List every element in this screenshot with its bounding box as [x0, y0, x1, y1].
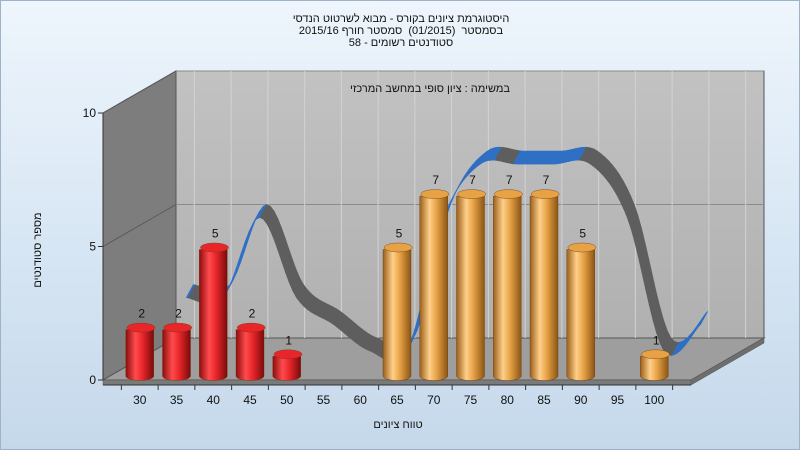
bar-cap	[200, 242, 229, 253]
bar-value-label: 2	[138, 307, 145, 321]
x-axis: 30 35 40 45 50 55 60 65 70 75 80 85 90 95 100	[103, 384, 691, 407]
bar	[456, 189, 486, 381]
bar-cap	[163, 322, 192, 333]
bar-body	[566, 249, 595, 381]
bar-cap	[384, 242, 413, 253]
bar	[419, 189, 450, 381]
x-tick-label: 100	[644, 393, 664, 407]
bar-body	[493, 195, 522, 381]
title-line: בסמסטר (01/2015) סמסטר חורף 2015/16	[298, 25, 504, 37]
x-tick-label: 40	[207, 393, 221, 407]
bar-body	[419, 195, 448, 381]
bar-value-label: 5	[396, 227, 403, 241]
bar-value-label: 2	[249, 307, 256, 321]
gridline-side	[102, 204, 177, 247]
x-tick-label: 35	[170, 393, 184, 407]
y-tick-label: 10	[83, 106, 97, 120]
bar-body	[162, 329, 191, 381]
bar-value-label: 7	[543, 173, 550, 187]
x-tick-label: 70	[427, 393, 441, 407]
x-tick-label: 90	[574, 393, 588, 407]
x-tick-label: 45	[243, 393, 257, 407]
x-tick-label: 30	[133, 393, 147, 407]
x-tick-label: 80	[501, 393, 515, 407]
bar-value-label: 1	[285, 333, 292, 347]
bar	[272, 349, 303, 381]
bar-body	[382, 249, 412, 381]
x-tick-label: 65	[390, 393, 404, 407]
bar-cap	[236, 322, 266, 333]
bar-cap	[531, 189, 560, 199]
bar-body	[199, 249, 228, 381]
bar-cap	[494, 189, 523, 199]
title-line: סטודנטים רשומים - 58	[348, 37, 454, 49]
bar-value-label: 7	[506, 173, 513, 187]
title-line: היסטוגרמת ציונים בקורס - מבוא לשרטוט הנד…	[292, 13, 510, 25]
bar-value-label: 2	[175, 307, 182, 321]
y-tick-label: 0	[89, 373, 96, 387]
bar	[199, 242, 229, 381]
bar-body	[235, 329, 265, 381]
trend-segment	[698, 311, 709, 327]
bar-cap	[126, 322, 156, 333]
bar-body	[529, 195, 559, 381]
bar	[382, 242, 413, 381]
bar	[529, 189, 560, 381]
plot-walls	[101, 70, 766, 386]
x-tick-label: 85	[537, 393, 551, 407]
bar-value-label: 7	[432, 173, 439, 187]
bar	[125, 322, 156, 381]
bar-cap	[567, 242, 597, 253]
chart-subtitle: במשימה : ציון סופי במחשב המרכזי	[350, 83, 510, 95]
data-labels: 2 2 5 2 1 5 7 7 7 7 5 1	[138, 173, 660, 347]
x-tick-label: 75	[464, 393, 478, 407]
bar-cap	[457, 189, 486, 199]
bar-value-label: 1	[653, 333, 660, 347]
gridline-side	[102, 70, 177, 114]
bars	[125, 189, 670, 381]
x-tick-label: 50	[280, 393, 294, 407]
bar-cap	[273, 349, 303, 359]
bar-value-label: 7	[469, 173, 476, 187]
x-tick-label: 60	[354, 393, 368, 407]
x-axis-label: טווח ציונים	[373, 419, 423, 431]
x-tick-label: 95	[611, 393, 625, 407]
y-axis: 0 5 10	[83, 106, 104, 387]
bar	[162, 322, 192, 381]
y-axis-label: מספר סטודנטים	[32, 212, 44, 288]
bar-value-label: 5	[212, 227, 219, 241]
bar-body	[125, 329, 154, 381]
bar	[640, 349, 670, 381]
y-tick-label: 5	[89, 240, 96, 254]
bar	[235, 322, 266, 381]
right-edge	[690, 337, 765, 386]
bar-body	[272, 356, 301, 381]
bar-body	[640, 356, 669, 381]
bar	[566, 242, 597, 381]
bar-cap	[641, 349, 670, 359]
chart-title: היסטוגרמת ציונים בקורס - מבוא לשרטוט הנד…	[1, 13, 800, 49]
bar-cap	[420, 189, 450, 199]
floor-front-edge	[102, 379, 692, 386]
bar-body	[456, 195, 485, 381]
bar-value-label: 5	[579, 227, 586, 241]
bar	[493, 189, 523, 381]
x-tick-label: 55	[317, 393, 331, 407]
